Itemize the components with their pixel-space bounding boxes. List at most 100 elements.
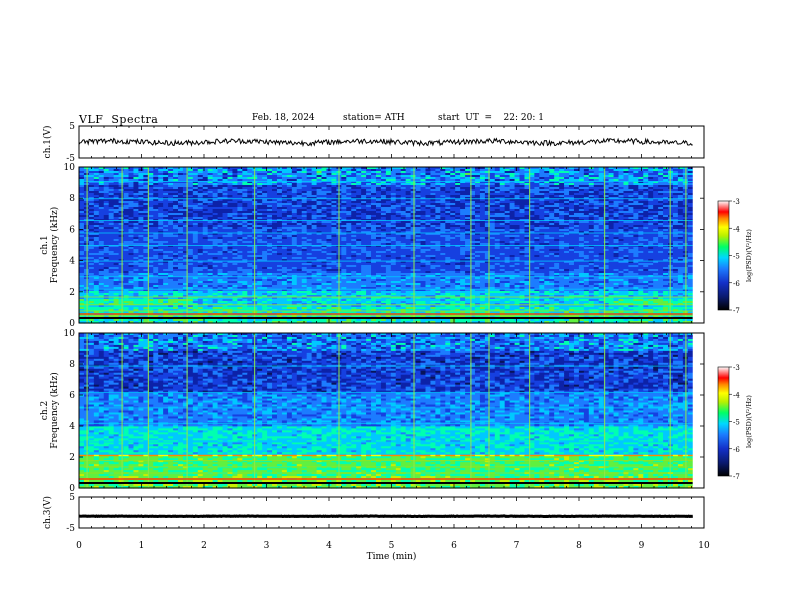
spectrogram-cell: [554, 203, 560, 206]
spectrogram-cell: [578, 201, 585, 204]
spectrogram-cell: [544, 199, 550, 202]
spectrogram-cell: [425, 189, 432, 192]
spectrogram-cell: [524, 185, 531, 188]
spectrogram-cell: [405, 187, 412, 190]
spectrogram-cell: [559, 187, 565, 190]
spectrogram-cell: [118, 169, 125, 172]
spectrogram-cell: [509, 201, 516, 204]
spectrogram-cell: [286, 199, 293, 202]
spectrogram-cell: [663, 193, 669, 196]
spectrogram-cell: [272, 201, 278, 204]
spectrogram-cell: [346, 185, 352, 188]
spectrogram-cell: [415, 187, 422, 190]
spectrogram-cell: [143, 191, 149, 194]
spectrogram-cell: [455, 173, 461, 176]
spectrogram-cell: [583, 195, 590, 198]
spectrogram-cell: [672, 195, 679, 198]
spectrogram-cell: [173, 177, 179, 180]
spectrogram-cell: [544, 189, 550, 192]
spectrogram-cell: [153, 179, 159, 182]
spectrogram-cell: [465, 181, 471, 184]
spectrogram-cell: [351, 179, 357, 182]
spectrogram-cell: [207, 181, 214, 184]
spectrogram-cell: [262, 179, 268, 182]
spectrogram-cell: [638, 185, 644, 188]
spectrogram-cell: [341, 203, 347, 206]
spectrogram-cell: [98, 185, 105, 188]
spectrogram-cell: [103, 181, 110, 184]
spectrogram-cell: [643, 179, 649, 182]
spectrogram-cell: [598, 167, 605, 170]
spectrogram-cell: [633, 191, 639, 194]
spectrogram-cell: [158, 193, 164, 196]
spectrogram-cell: [321, 167, 328, 170]
spectrogram-cell: [554, 195, 560, 198]
spectrogram-cell: [380, 185, 387, 188]
spectrogram-cell: [361, 185, 367, 188]
spectrogram-cell: [375, 201, 382, 204]
spectrogram-cell: [603, 169, 610, 172]
spectrogram-cell: [390, 179, 397, 182]
spectrogram-cell: [192, 181, 199, 184]
spectrogram-cell: [187, 175, 194, 178]
spectrogram-cell: [242, 191, 248, 194]
spectrogram-cell: [247, 193, 253, 196]
spectrogram-cell: [400, 189, 407, 192]
spectrogram-cell: [569, 193, 575, 196]
spectrogram-cell: [232, 173, 238, 176]
spectrogram-cell: [331, 179, 337, 182]
spectrogram-cell: [311, 171, 318, 174]
spectrogram-cell: [489, 169, 496, 172]
spectrogram-cell: [578, 191, 585, 194]
spectrogram-cell: [663, 183, 669, 186]
spectrogram-cell: [351, 195, 357, 198]
spectrogram-cell: [633, 185, 639, 188]
spectrogram-cell: [425, 167, 432, 170]
spectrogram-cell: [108, 183, 115, 186]
spectrogram-cell: [425, 183, 432, 186]
date-label: Feb. 18, 2024: [252, 113, 315, 123]
spectrogram-cell: [222, 189, 229, 192]
spectrogram-cell: [375, 171, 382, 174]
spectrogram-cell: [98, 169, 105, 172]
spectrogram-cell: [366, 195, 372, 198]
spectrogram-cell: [405, 199, 412, 202]
spectrogram-cell: [173, 181, 179, 184]
spectrogram-cell: [182, 193, 189, 196]
spectrogram-cell: [455, 185, 461, 188]
spectrogram-cell: [143, 183, 149, 186]
spectrogram-cell: [316, 173, 323, 176]
spectrogram-cell: [410, 171, 417, 174]
spectrogram-cell: [534, 203, 540, 206]
spectrogram-cell: [207, 179, 214, 182]
spectrogram-cell: [479, 169, 486, 172]
spectrogram-cell: [262, 167, 268, 170]
spectrogram-cell: [400, 187, 407, 190]
spectrogram-cell: [79, 185, 85, 188]
spectrogram-cell: [425, 171, 432, 174]
spectrogram-cell: [529, 195, 535, 198]
spectrogram-cell: [311, 181, 318, 184]
spectrogram-cell: [212, 203, 219, 206]
spectrogram-cell: [385, 203, 392, 206]
spectrogram-cell: [653, 187, 659, 190]
spectrogram-cell: [143, 169, 149, 172]
spectrogram-cell: [331, 191, 337, 194]
spectrogram-cell: [281, 177, 288, 180]
spectrogram-cell: [173, 179, 179, 182]
spectrogram-cell: [628, 199, 634, 202]
spectrogram-cell: [425, 191, 432, 194]
spectrogram-cell: [643, 191, 649, 194]
spectrogram-cell: [400, 169, 407, 172]
spectrogram-cell: [202, 181, 209, 184]
spectrogram-cell: [450, 195, 456, 198]
spectrogram-cell: [242, 173, 248, 176]
spectrogram-cell: [380, 201, 387, 204]
spectrogram-cell: [455, 199, 461, 202]
spectrogram-cell: [474, 181, 481, 184]
spectrogram-cell: [658, 199, 664, 202]
spectrogram-cell: [187, 167, 194, 170]
spectrogram-cell: [202, 185, 209, 188]
spectrogram-cell: [677, 201, 684, 204]
spectrogram-cell: [128, 167, 135, 170]
